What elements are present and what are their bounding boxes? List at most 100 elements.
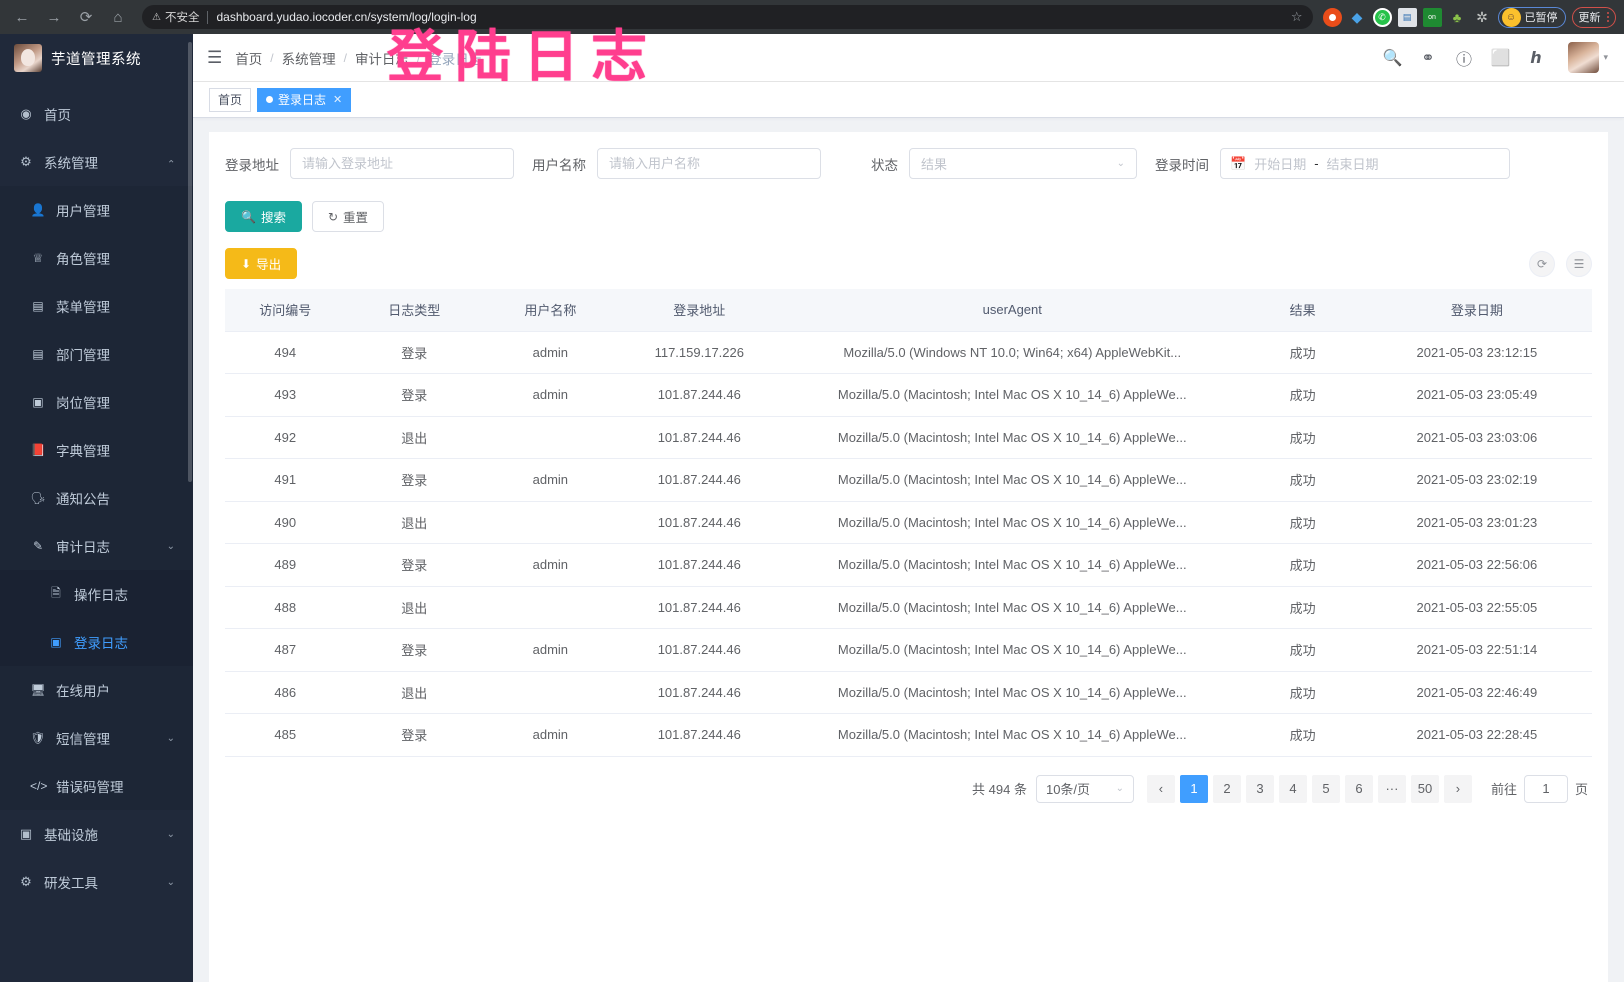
sidebar-item-infrastructure[interactable]: ▣ 基础设施 ⌄	[0, 810, 193, 858]
page-button-3[interactable]: 3	[1245, 774, 1274, 803]
prev-page-button[interactable]: ‹	[1146, 774, 1175, 803]
sidebar-item-operation-log[interactable]: 🗎 操作日志	[0, 570, 193, 618]
sidebar-item-user-mgmt[interactable]: 👤 用户管理	[0, 186, 193, 234]
table-row[interactable]: 490 退出 101.87.244.46 Mozilla/5.0 (Macintosh…	[225, 501, 1592, 544]
kebab-menu-icon[interactable]	[1606, 11, 1609, 23]
next-page-button[interactable]: ›	[1443, 774, 1472, 803]
table-row[interactable]: 494 登录 admin 117.159.17.226 Mozilla/5.0 (Win…	[225, 331, 1592, 374]
sidebar-item-sms-mgmt[interactable]: 🛡 短信管理 ⌄	[0, 714, 193, 762]
sidebar-item-devtools[interactable]: ⚙ 研发工具 ⌄	[0, 858, 193, 906]
doc-icon: 🗎	[51, 585, 61, 600]
sidebar-item-system[interactable]: ⚙ 系统管理 ⌄	[0, 138, 193, 186]
end-date-placeholder[interactable]: 结束日期	[1326, 157, 1379, 172]
url-text[interactable]: dashboard.yudao.iocoder.cn/system/log/lo…	[216, 10, 477, 24]
extension-icon-wechat[interactable]: ✆	[1372, 7, 1392, 27]
table-row[interactable]: 492 退出 101.87.244.46 Mozilla/5.0 (Macintosh…	[225, 416, 1592, 459]
column-settings-button[interactable]: ☰	[1566, 250, 1592, 277]
column-header-result[interactable]: 结果	[1243, 289, 1362, 332]
column-header-id[interactable]: 访问编号	[225, 289, 346, 332]
extension-icon-grammar[interactable]: on	[1422, 7, 1442, 27]
cell-ip: 101.87.244.46	[617, 543, 782, 587]
breadcrumb-item-home[interactable]: 首页	[235, 51, 263, 67]
sidebar-scrollbar[interactable]	[188, 34, 193, 982]
column-header-date[interactable]: 登录日期	[1361, 289, 1592, 332]
column-header-type[interactable]: 日志类型	[345, 289, 484, 332]
sidebar-item-dict-mgmt[interactable]: 📕 字典管理	[0, 426, 193, 474]
filter-label: 登录地址	[225, 157, 279, 173]
bookmark-star-icon[interactable]: ☆	[1290, 9, 1303, 24]
table-row[interactable]: 489 登录 admin 101.87.244.46 Mozilla/5.0 (Maci…	[225, 543, 1592, 587]
tab-home[interactable]: 首页	[209, 87, 252, 112]
columns-icon: ☰	[1573, 256, 1585, 271]
hamburger-icon[interactable]: ☰	[207, 47, 222, 67]
table-row[interactable]: 488 退出 101.87.244.46 Mozilla/5.0 (Macintosh…	[225, 586, 1592, 629]
update-button[interactable]: 更新	[1571, 6, 1616, 28]
table-row[interactable]: 486 退出 101.87.244.46 Mozilla/5.0 (Macintosh…	[225, 671, 1592, 714]
table-row[interactable]: 493 登录 admin 101.87.244.46 Mozilla/5.0 (Maci…	[225, 373, 1592, 417]
table-row[interactable]: 485 登录 admin 101.87.244.46 Mozilla/5.0 (Maci…	[225, 713, 1592, 757]
sidebar-scrollbar-thumb[interactable]	[188, 42, 192, 482]
fullscreen-icon[interactable]: ⬜	[1490, 49, 1511, 67]
extension-puzzle-icon[interactable]: ✲	[1476, 8, 1488, 25]
sidebar-item-audit-log[interactable]: ✎ 审计日志 ⌄	[0, 522, 193, 570]
goto-page-input[interactable]	[1523, 774, 1568, 803]
reset-button[interactable]: ↻ 重置	[311, 201, 385, 232]
login-time-daterange[interactable]: 📅 开始日期 - 结束日期	[1220, 148, 1510, 179]
search-button[interactable]: 🔍 搜索	[225, 201, 302, 232]
column-header-ip[interactable]: 登录地址	[617, 289, 782, 332]
user-avatar-menu[interactable]: ▾	[1568, 42, 1608, 73]
table-row[interactable]: 491 登录 admin 101.87.244.46 Mozilla/5.0 (Maci…	[225, 458, 1592, 502]
column-header-ua[interactable]: userAgent	[781, 289, 1244, 332]
sidebar-item-errorcode-mgmt[interactable]: </> 错误码管理	[0, 762, 193, 810]
sidebar-item-post-mgmt[interactable]: ▣ 岗位管理	[0, 378, 193, 426]
start-date-placeholder[interactable]: 开始日期	[1254, 157, 1307, 172]
username-input[interactable]	[597, 148, 821, 179]
sidebar-logo[interactable]: 芋道管理系统	[0, 34, 193, 82]
back-arrow-icon[interactable]: ←	[14, 8, 30, 26]
login-address-input[interactable]	[290, 148, 514, 179]
search-icon[interactable]: 🔍	[1382, 49, 1403, 67]
export-button[interactable]: ⬇ 导出	[225, 248, 298, 279]
sidebar-item-dept-mgmt[interactable]: ▤ 部门管理	[0, 330, 193, 378]
cell-id: 486	[225, 671, 346, 714]
github-icon[interactable]: ⚭	[1421, 49, 1435, 67]
page-size-select[interactable]: 10条/页 ⌄	[1035, 774, 1134, 803]
page-button-6[interactable]: 6	[1344, 774, 1373, 803]
content-area: 登录地址 用户名称 状态 结果 ⌄	[193, 118, 1624, 982]
page-button-50[interactable]: 50	[1410, 774, 1439, 803]
sidebar-item-menu-mgmt[interactable]: ▤ 菜单管理	[0, 282, 193, 330]
extension-icon-notes[interactable]: ▤	[1397, 7, 1417, 27]
extension-icon-orange[interactable]	[1322, 7, 1342, 27]
font-size-icon[interactable]: 𝙝	[1530, 49, 1542, 67]
paused-status-pill[interactable]: ☺ 已暂停	[1497, 6, 1566, 28]
breadcrumb-item-audit[interactable]: 审计日志	[354, 51, 409, 67]
breadcrumb-item-system[interactable]: 系统管理	[281, 51, 336, 67]
address-bar[interactable]: ⚠ 不安全 dashboard.yudao.iocoder.cn/system/…	[142, 5, 1313, 29]
sidebar-item-home[interactable]: ◉ 首页	[0, 90, 193, 138]
topbar-icons: 🔍 ⚭ ⓘ ⬜ 𝙝 ▾	[1382, 42, 1608, 73]
page-ellipsis-button[interactable]: ···	[1377, 774, 1406, 803]
sidebar-submenu-system: 👤 用户管理 ♕ 角色管理 ▤ 菜单管理 ▤ 部门管理	[0, 186, 193, 810]
reload-icon[interactable]: ⟳	[79, 9, 93, 26]
table-row[interactable]: 487 登录 admin 101.87.244.46 Mozilla/5.0 (Maci…	[225, 628, 1592, 672]
forward-arrow-icon[interactable]: →	[46, 8, 62, 26]
page-button-4[interactable]: 4	[1278, 774, 1307, 803]
close-icon[interactable]: ✕	[333, 94, 343, 106]
cell-ip: 101.87.244.46	[617, 671, 782, 714]
refresh-circle-button[interactable]: ⟳	[1529, 250, 1555, 277]
sidebar-item-login-log[interactable]: ▣ 登录日志	[0, 618, 193, 666]
extension-icon-leaf[interactable]: ♣	[1452, 9, 1462, 25]
page-button-5[interactable]: 5	[1311, 774, 1340, 803]
sidebar-item-role-mgmt[interactable]: ♕ 角色管理	[0, 234, 193, 282]
sidebar-item-notice[interactable]: 🗣 通知公告	[0, 474, 193, 522]
status-select[interactable]: 结果 ⌄	[909, 148, 1137, 179]
extension-icon-diamond[interactable]: ◆	[1351, 8, 1363, 25]
help-icon[interactable]: ⓘ	[1455, 51, 1472, 69]
page-button-2[interactable]: 2	[1212, 774, 1241, 803]
page-button-1[interactable]: 1	[1179, 774, 1208, 803]
sidebar-item-online-user[interactable]: 🖥 在线用户	[0, 666, 193, 714]
column-header-user[interactable]: 用户名称	[483, 289, 618, 332]
megaphone-icon: 🗣	[30, 491, 46, 505]
home-icon[interactable]: ⌂	[113, 8, 123, 26]
tab-login-log[interactable]: 登录日志 ✕	[257, 87, 352, 112]
